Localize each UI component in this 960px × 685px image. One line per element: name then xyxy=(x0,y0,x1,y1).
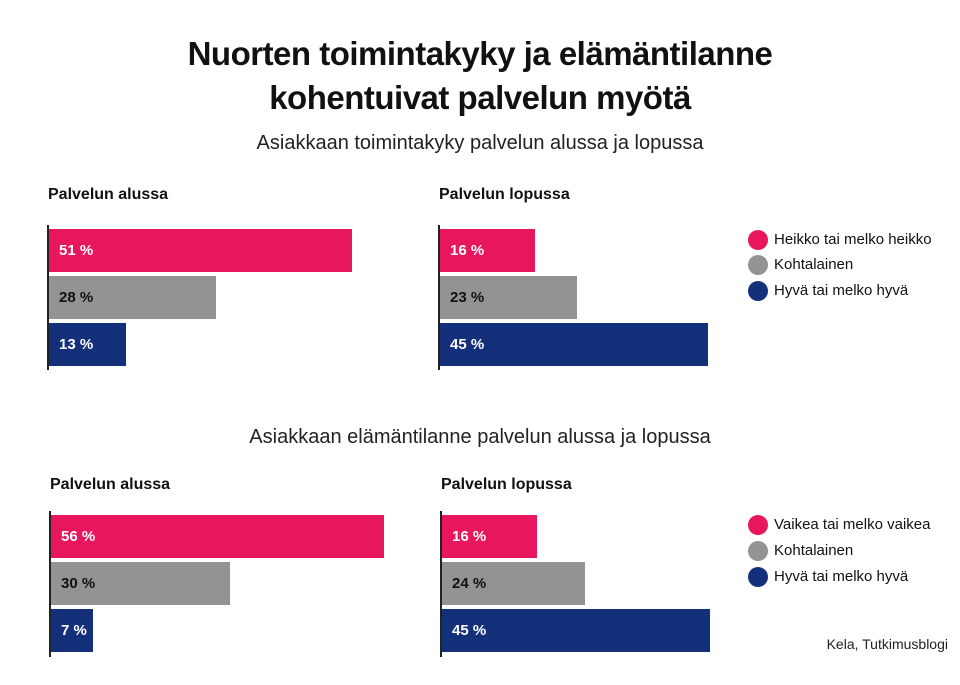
bar: 45 % xyxy=(440,323,708,366)
section-1-title: Asiakkaan toimintakyky palvelun alussa j… xyxy=(256,132,704,154)
legend-label: Kohtalainen xyxy=(774,256,854,273)
bar: 23 % xyxy=(440,276,577,319)
section-1-panel-end-label: Palvelun lopussa xyxy=(439,186,570,203)
section-1-panel-end-axis xyxy=(438,225,440,370)
bar: 16 % xyxy=(442,515,537,558)
bar: 28 % xyxy=(49,276,216,319)
bar-value-label: 24 % xyxy=(452,575,487,592)
section-2-panel-end-axis xyxy=(440,511,442,657)
bar-value-label: 28 % xyxy=(59,289,94,306)
bar: 16 % xyxy=(440,229,535,272)
bar-value-label: 56 % xyxy=(61,528,96,545)
bar-value-label: 30 % xyxy=(61,575,96,592)
bar: 30 % xyxy=(51,562,230,605)
bar-value-label: 23 % xyxy=(450,289,485,306)
bar-value-label: 7 % xyxy=(61,622,87,639)
section-2-title: Asiakkaan elämäntilanne palvelun alussa … xyxy=(249,426,711,448)
legend-label: Heikko tai melko heikko xyxy=(774,231,932,248)
legend-navy-dot-icon xyxy=(748,281,768,301)
bar: 51 % xyxy=(49,229,352,272)
bar-value-label: 51 % xyxy=(59,242,94,259)
legend-gray-dot-icon xyxy=(748,541,768,561)
bar: 24 % xyxy=(442,562,585,605)
legend-pink-dot-icon xyxy=(748,515,768,535)
legend-navy-dot-icon xyxy=(748,567,768,587)
bar: 13 % xyxy=(49,323,126,366)
bar-value-label: 16 % xyxy=(452,528,487,545)
bar-value-label: 13 % xyxy=(59,336,94,353)
bar-value-label: 16 % xyxy=(450,242,485,259)
legend-label: Hyvä tai melko hyvä xyxy=(774,282,909,299)
legend-gray-dot-icon xyxy=(748,255,768,275)
chart-title-line-1: Nuorten toimintakyky ja elämäntilanne xyxy=(187,35,773,72)
section-2-panel-start-axis xyxy=(49,511,51,657)
source-note: Kela, Tutkimusblogi xyxy=(826,636,948,652)
legend-pink-dot-icon xyxy=(748,230,768,250)
legend-label: Vaikea tai melko vaikea xyxy=(774,516,931,533)
section-1-panel-start-label: Palvelun alussa xyxy=(48,186,169,203)
section-2-panel-start-label: Palvelun alussa xyxy=(50,476,171,493)
bar: 7 % xyxy=(51,609,93,652)
legend-label: Hyvä tai melko hyvä xyxy=(774,568,909,585)
chart-title-line-2: kohentuivat palvelun myötä xyxy=(269,79,691,116)
legend-label: Kohtalainen xyxy=(774,542,854,559)
section-2-panel-end-label: Palvelun lopussa xyxy=(441,476,572,493)
bar-value-label: 45 % xyxy=(450,336,485,353)
chart-title: Nuorten toimintakyky ja elämäntilanne ko… xyxy=(0,32,960,120)
section-1-panel-start-axis xyxy=(47,225,49,370)
bar-value-label: 45 % xyxy=(452,622,487,639)
bar: 56 % xyxy=(51,515,384,558)
bar: 45 % xyxy=(442,609,710,652)
